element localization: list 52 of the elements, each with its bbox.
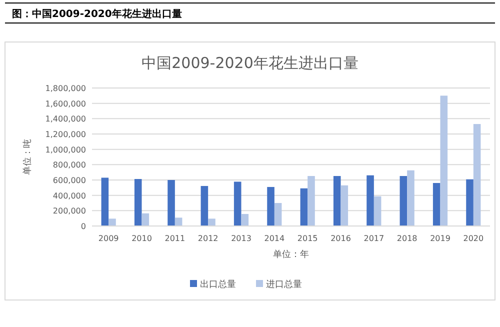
legend-label: 进口总量 [266, 279, 302, 290]
x-tick-label: 2012 [198, 234, 218, 243]
legend-label: 出口总量 [200, 279, 236, 290]
x-tick-label: 2017 [364, 234, 384, 243]
x-tick-label: 2010 [132, 234, 152, 243]
x-tick-label: 2015 [297, 234, 318, 243]
y-tick-label: 1,600,000 [45, 99, 86, 108]
bar [400, 176, 408, 226]
bar [241, 214, 249, 226]
y-axis-title: 单位：吨 [22, 139, 33, 175]
text: 图：中国2009-2020年花生进出口量 [12, 8, 182, 20]
x-tick-label: 2016 [330, 234, 351, 243]
bar [466, 179, 474, 226]
bar [473, 124, 481, 226]
bar [432, 182, 440, 226]
y-tick-label: 800,000 [52, 160, 86, 170]
bar [366, 175, 374, 226]
x-tick-label: 2020 [463, 234, 484, 243]
x-tick-label: 2011 [164, 234, 186, 243]
bar [174, 218, 182, 226]
bar [440, 96, 448, 226]
bar [374, 196, 382, 226]
bar [134, 179, 142, 226]
bar [208, 218, 216, 226]
x-tick-label: 2019 [430, 234, 450, 243]
y-tick-label: 1,000,000 [45, 145, 86, 154]
bar [200, 186, 208, 226]
x-tick-label: 2014 [264, 234, 285, 243]
x-tick-label: 2018 [396, 234, 418, 243]
y-tick-label: 1,800,000 [45, 84, 86, 93]
bar [300, 188, 308, 226]
y-tick-label: 1,400,000 [45, 114, 86, 124]
bar [234, 182, 242, 226]
y-tick-label: 600,000 [52, 176, 86, 185]
x-tick-label: 2013 [231, 234, 252, 243]
bar [168, 180, 175, 226]
chart-title: 中国2009-2020年花生进出口量 [142, 54, 358, 72]
bar [142, 213, 150, 226]
bar [274, 203, 282, 226]
bar [340, 185, 348, 226]
bar [267, 186, 274, 226]
y-tick-label: 0 [80, 222, 86, 231]
bar [308, 176, 315, 226]
y-tick-label: 1,200,000 [45, 130, 86, 139]
bar [108, 218, 116, 226]
bar [333, 176, 341, 226]
x-tick-label: 2009 [98, 234, 119, 243]
bar [407, 170, 414, 226]
x-axis-title: 单位：年 [273, 249, 309, 260]
bar [101, 178, 109, 226]
y-tick-label: 200,000 [52, 206, 86, 216]
y-tick-label: 400,000 [52, 191, 86, 200]
